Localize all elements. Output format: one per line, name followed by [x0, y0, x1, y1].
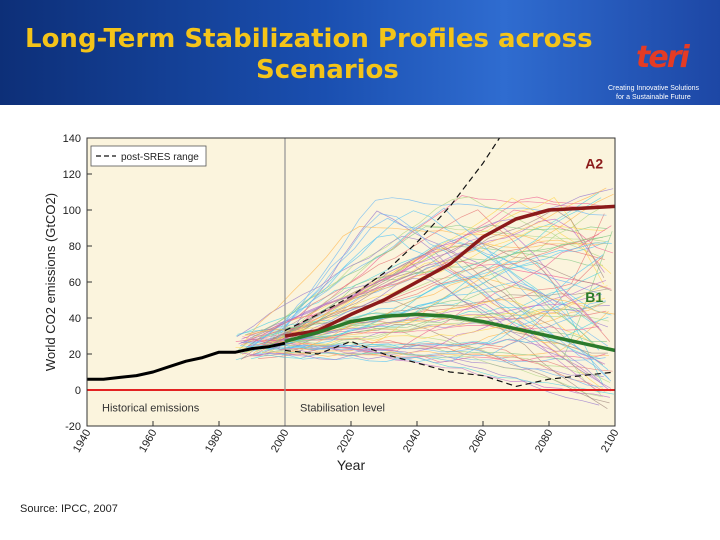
- scenario-line: [249, 341, 613, 372]
- teri-logo: teri Creating Innovative Solutions for a…: [608, 40, 708, 102]
- y-tick-label: 20: [69, 349, 81, 361]
- x-axis-title: Year: [337, 457, 366, 473]
- legend-label: post-SRES range: [121, 152, 199, 163]
- y-tick-label: 80: [69, 241, 81, 253]
- x-tick-label: 2080: [533, 428, 556, 455]
- scenario-line: [258, 345, 605, 392]
- x-tick-label: 2060: [467, 428, 490, 455]
- scenario-line: [279, 324, 610, 404]
- scenario-line: [235, 238, 600, 337]
- scenario-bundle: [235, 187, 615, 409]
- historical-emissions-line: [87, 341, 286, 381]
- x-tick-label: 1960: [137, 428, 160, 455]
- post-sres-upper-bound: [284, 138, 501, 332]
- y-tick-label: 0: [75, 385, 81, 397]
- logo-wordmark: teri: [636, 40, 690, 75]
- slide-title-line-2: Scenarios: [256, 55, 399, 85]
- y-tick-label: 40: [69, 313, 81, 325]
- logo-tagline-1: Creating Innovative Solutions: [608, 85, 700, 92]
- scenario-line: [248, 210, 612, 350]
- slide-title-line-1: Long-Term Stabilization Profiles across: [25, 24, 593, 54]
- legend-box: [90, 145, 207, 167]
- y-tick-label: 100: [63, 205, 81, 217]
- scenario-line: [238, 226, 602, 345]
- scenario-line: [264, 213, 612, 382]
- scenario-line: [260, 224, 608, 332]
- scenario-line: [243, 226, 608, 343]
- x-tick-label: 2020: [335, 428, 358, 455]
- x-tick-label: 1980: [203, 428, 226, 455]
- scenario-line: [261, 310, 609, 357]
- scenario-line: [272, 196, 604, 345]
- stabilisation-annotation: Stabilisation level: [300, 403, 385, 415]
- scenario-line: [270, 197, 602, 350]
- y-axis-title: World CO2 emissions (GtCO2): [43, 193, 58, 371]
- b1-scenario-line: [284, 312, 615, 353]
- y-tick-label: 120: [63, 169, 81, 181]
- source-note: Source: IPCC, 2007: [20, 503, 118, 515]
- scenario-line: [277, 210, 609, 350]
- scenario-line: [264, 242, 612, 341]
- y-tick-label: -20: [65, 421, 81, 433]
- post-sres-lower-bound: [284, 340, 615, 387]
- scenario-line: [242, 297, 606, 350]
- scenario-line: [242, 300, 607, 356]
- plot-frame: [86, 137, 616, 427]
- scenario-line: [249, 188, 614, 339]
- scenario-line: [237, 271, 601, 351]
- scenario-line: [263, 209, 611, 342]
- scenario-line: [275, 224, 606, 342]
- scenario-line: [281, 242, 612, 356]
- y-tick-label: 60: [69, 277, 81, 289]
- scenario-line: [250, 352, 614, 395]
- scenario-line: [245, 316, 609, 352]
- scenario-line: [264, 277, 612, 389]
- x-tick-label: 2000: [269, 428, 292, 455]
- scenario-line: [272, 244, 604, 365]
- x-tick-label: 2040: [401, 428, 424, 455]
- historical-annotation: Historical emissions: [102, 403, 200, 415]
- b1-label: B1: [585, 289, 603, 305]
- scenario-line: [244, 285, 608, 337]
- a2-scenario-line: [284, 204, 615, 338]
- scenario-line: [284, 277, 615, 354]
- a2-label: A2: [585, 156, 603, 172]
- y-tick-label: 140: [63, 133, 81, 145]
- scenario-line: [252, 233, 599, 339]
- scenario-line: [276, 187, 607, 341]
- scenario-line: [282, 231, 613, 360]
- scenario-line: [241, 339, 606, 365]
- logo-tagline-2: for a Sustainable Future: [616, 94, 691, 101]
- x-tick-label: 2100: [599, 428, 622, 455]
- title-banner: Long-Term Stabilization Profiles across …: [0, 0, 720, 105]
- scenario-line: [242, 204, 606, 345]
